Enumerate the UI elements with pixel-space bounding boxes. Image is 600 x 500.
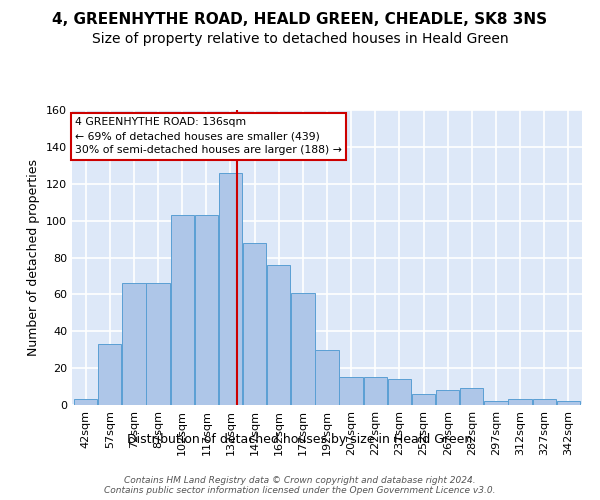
Bar — [436, 390, 460, 405]
Bar — [146, 284, 170, 405]
Text: 4, GREENHYTHE ROAD, HEALD GREEN, CHEADLE, SK8 3NS: 4, GREENHYTHE ROAD, HEALD GREEN, CHEADLE… — [52, 12, 548, 28]
Bar — [340, 378, 363, 405]
Bar — [412, 394, 435, 405]
Y-axis label: Number of detached properties: Number of detached properties — [28, 159, 40, 356]
Bar — [122, 284, 146, 405]
Text: Size of property relative to detached houses in Heald Green: Size of property relative to detached ho… — [92, 32, 508, 46]
Bar — [194, 215, 218, 405]
Bar — [291, 292, 314, 405]
Bar — [219, 172, 242, 405]
Bar — [316, 350, 338, 405]
Text: Distribution of detached houses by size in Heald Green: Distribution of detached houses by size … — [127, 432, 473, 446]
Bar — [243, 243, 266, 405]
Bar — [98, 344, 121, 405]
Bar — [74, 400, 97, 405]
Bar — [508, 400, 532, 405]
Bar — [460, 388, 484, 405]
Bar — [484, 402, 508, 405]
Bar — [533, 400, 556, 405]
Text: Contains HM Land Registry data © Crown copyright and database right 2024.
Contai: Contains HM Land Registry data © Crown c… — [104, 476, 496, 495]
Bar — [170, 215, 194, 405]
Bar — [267, 265, 290, 405]
Text: 4 GREENHYTHE ROAD: 136sqm
← 69% of detached houses are smaller (439)
30% of semi: 4 GREENHYTHE ROAD: 136sqm ← 69% of detac… — [75, 118, 342, 156]
Bar — [557, 402, 580, 405]
Bar — [388, 379, 411, 405]
Bar — [364, 378, 387, 405]
